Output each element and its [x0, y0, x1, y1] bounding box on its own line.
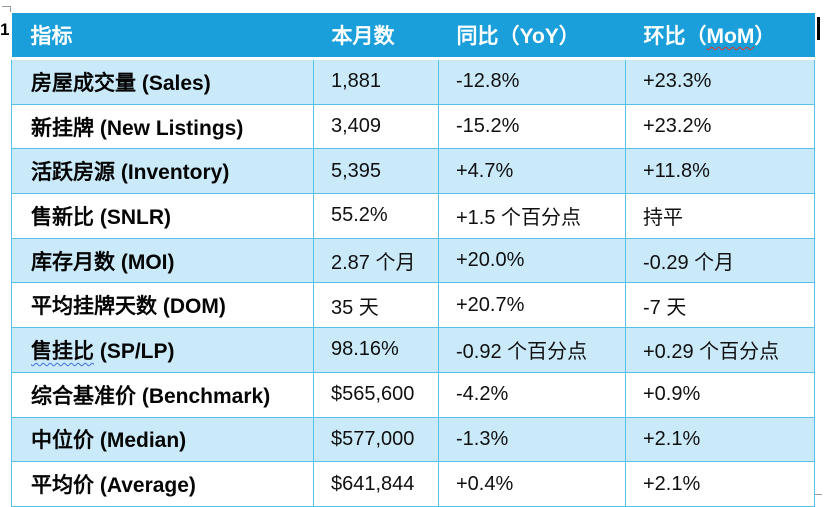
yoy-cell: -4.2% — [438, 371, 626, 418]
housing-stats-table: 指标 本月数 同比（YoY） 环比（MoM） 房屋成交量 (Sales) 1,8… — [11, 13, 815, 507]
metric-name-cn: 中位价 — [31, 429, 94, 453]
metric-name-en: (Benchmark) — [136, 384, 271, 408]
table-row-median: 中位价 (Median) $577,000 -1.3% +2.1% — [11, 416, 815, 463]
metric-label-cell: 新挂牌 (New Listings) — [11, 103, 314, 150]
metric-label-cell: 库存月数 (MOI) — [11, 237, 314, 284]
yoy-cell: +4.7% — [438, 148, 626, 195]
metric-name-cn: 平均价 — [31, 474, 94, 498]
mom-cell: +0.29 个百分点 — [625, 327, 815, 373]
mom-cell: 持平 — [625, 193, 815, 239]
metric-name-cn: 房屋成交量 — [31, 71, 136, 95]
metric-name-en: (SNLR) — [94, 205, 171, 229]
mom-cell: +11.8% — [625, 148, 815, 195]
table-row-average: 平均价 (Average) $641,844 +0.4% +2.1% — [11, 461, 815, 507]
yoy-cell: -15.2% — [438, 103, 626, 150]
metric-label-cell: 房屋成交量 (Sales) — [11, 58, 314, 105]
metric-label-cell: 中位价 (Median) — [11, 416, 314, 463]
mom-cell: +23.2% — [625, 103, 815, 150]
header-mom: 环比（MoM） — [625, 13, 815, 60]
metric-name-en: (MOI) — [115, 250, 175, 274]
header-mom-spellcheck: MoM — [706, 25, 755, 48]
header-row: 指标 本月数 同比（YoY） 环比（MoM） — [11, 13, 815, 60]
mom-cell: +2.1% — [625, 461, 815, 507]
mom-cell: +0.9% — [625, 371, 815, 418]
current-month-cell: $641,844 — [313, 461, 439, 507]
yoy-cell: -0.92 个百分点 — [438, 327, 626, 373]
text-cursor-caret — [817, 17, 820, 40]
metric-name-cn: 新挂牌 — [31, 116, 94, 140]
metric-name-en: (Average) — [94, 474, 196, 498]
yoy-cell: +0.4% — [438, 461, 626, 507]
yoy-cell: +20.0% — [438, 237, 626, 284]
metric-name-cn: 平均挂牌天数 — [31, 295, 157, 319]
current-month-cell: 2.87 个月 — [313, 237, 439, 284]
current-month-cell: 1,881 — [313, 58, 439, 105]
table-row-sales: 房屋成交量 (Sales) 1,881 -12.8% +23.3% — [11, 58, 815, 105]
mom-cell: -7 天 — [625, 282, 815, 329]
metric-name-en: (DOM) — [157, 295, 226, 319]
crop-corner-mark-bottom-right — [814, 494, 822, 502]
table-row-benchmark: 综合基准价 (Benchmark) $565,600 -4.2% +0.9% — [11, 371, 815, 418]
metric-name-en: (Median) — [94, 429, 187, 453]
table-row-splp: 售挂比 (SP/LP) 98.16% -0.92 个百分点 +0.29 个百分点 — [11, 327, 815, 373]
yoy-cell: -12.8% — [438, 58, 626, 105]
table-row-snlr: 售新比 (SNLR) 55.2% +1.5 个百分点 持平 — [11, 193, 815, 239]
current-month-cell: 5,395 — [313, 148, 439, 195]
header-metric: 指标 — [11, 13, 314, 60]
header-mom-post: ） — [754, 25, 776, 48]
yoy-cell: -1.3% — [438, 416, 626, 463]
metric-label-cell: 平均挂牌天数 (DOM) — [11, 282, 314, 329]
yoy-cell: +1.5 个百分点 — [438, 193, 626, 239]
crop-corner-mark-top-left — [2, 6, 11, 12]
metric-label-cell: 售新比 (SNLR) — [11, 193, 314, 239]
line-number: 1 — [0, 20, 10, 39]
metric-name-cn: 综合基准价 — [31, 384, 136, 408]
yoy-cell: +20.7% — [438, 282, 626, 329]
metric-label-cell: 平均价 (Average) — [11, 461, 314, 507]
metric-name-cn: 活跃房源 — [31, 161, 115, 185]
metric-name-en: (Inventory) — [115, 161, 230, 185]
metric-name-cn: 售新比 — [31, 205, 94, 229]
metric-name-en: (SP/LP) — [94, 339, 175, 363]
table-row-dom: 平均挂牌天数 (DOM) 35 天 +20.7% -7 天 — [11, 282, 815, 329]
current-month-cell: 55.2% — [313, 193, 439, 239]
table-row-moi: 库存月数 (MOI) 2.87 个月 +20.0% -0.29 个月 — [11, 237, 815, 284]
metric-name-cn-grammar-check: 售挂比 — [31, 339, 94, 363]
metric-name-en: (Sales) — [136, 71, 211, 95]
metric-label-cell: 售挂比 (SP/LP) — [11, 327, 314, 373]
header-mom-pre: 环比（ — [643, 25, 707, 48]
header-yoy: 同比（YoY） — [438, 13, 626, 60]
current-month-cell: 98.16% — [313, 327, 439, 373]
mom-cell: +2.1% — [625, 416, 815, 463]
table-row-new-listings: 新挂牌 (New Listings) 3,409 -15.2% +23.2% — [11, 103, 815, 150]
current-month-cell: 35 天 — [313, 282, 439, 329]
header-current-month: 本月数 — [313, 13, 439, 60]
metric-name-en: (New Listings) — [94, 116, 244, 140]
current-month-cell: $565,600 — [313, 371, 439, 418]
metric-name-cn: 库存月数 — [31, 250, 115, 274]
mom-cell: +23.3% — [625, 58, 815, 105]
metric-label-cell: 活跃房源 (Inventory) — [11, 148, 314, 195]
table-row-inventory: 活跃房源 (Inventory) 5,395 +4.7% +11.8% — [11, 148, 815, 195]
current-month-cell: 3,409 — [313, 103, 439, 150]
current-month-cell: $577,000 — [313, 416, 439, 463]
mom-cell: -0.29 个月 — [625, 237, 815, 284]
metric-label-cell: 综合基准价 (Benchmark) — [11, 371, 314, 418]
